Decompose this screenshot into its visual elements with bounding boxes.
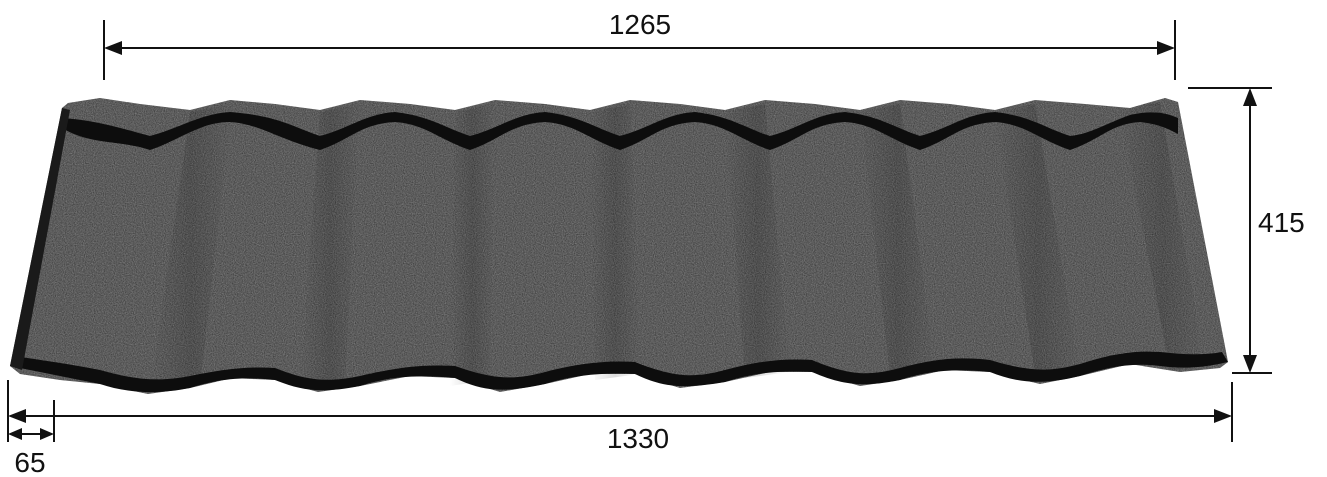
dimension-overlap: 65: [8, 400, 55, 477]
tile-bottom-wave: [10, 351, 1228, 393]
label-overlap: 65: [14, 447, 45, 477]
dimension-height: 415: [1188, 87, 1305, 374]
roof-tile-image: [10, 98, 1228, 394]
label-top-width: 1265: [609, 9, 671, 40]
dimension-bottom-width: 1330: [7, 380, 1233, 454]
tile-ridges: [150, 102, 1205, 392]
dimension-top-width: 1265: [103, 9, 1176, 80]
label-height: 415: [1258, 207, 1305, 238]
tile-left-edge: [10, 108, 70, 370]
label-bottom-width: 1330: [607, 423, 669, 454]
tile-top-wave: [62, 112, 1178, 150]
